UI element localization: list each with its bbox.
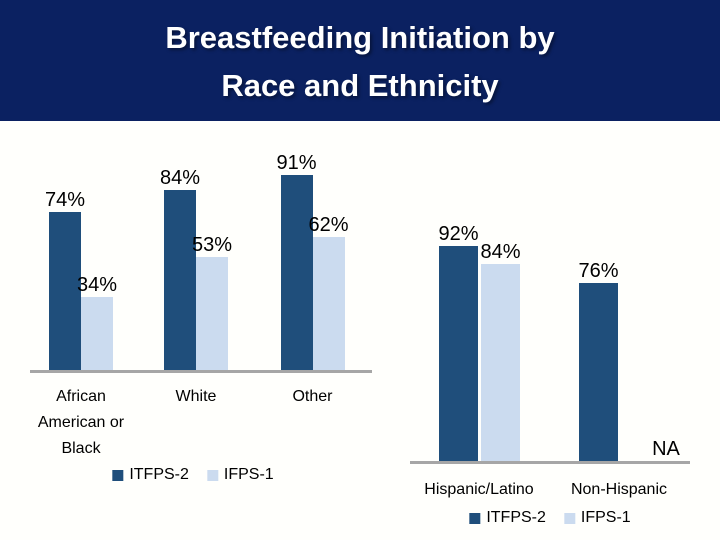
bar-ifps-1-white	[196, 256, 228, 370]
value-label-ifps-1-other: 62%	[308, 214, 349, 237]
value-label-ifps-1-white: 53%	[191, 233, 233, 256]
title-line-1: Breastfeeding Initiation by	[165, 20, 555, 55]
value-label-itfps-2-hispanic-latino: 92%	[438, 222, 479, 245]
category-label-hispanic-latino: Hispanic/Latino	[424, 481, 534, 498]
value-label-itfps-2-non-hispanic: 76%	[578, 260, 619, 283]
slide-header: Breastfeeding Initiation by Race and Ethn…	[0, 0, 720, 121]
legend-item-ifps-1: IFPS-1	[563, 509, 631, 527]
legend-label-ifps-1: IFPS-1	[223, 466, 274, 483]
category-label-white: White	[175, 388, 217, 405]
bar-ifps-1-hispanic-latino	[481, 264, 520, 461]
bar-itfps-2-non-hispanic	[579, 283, 618, 461]
bar-itfps-2-white	[164, 190, 196, 370]
legend-race-chart: ITFPS-2 IFPS-1	[112, 466, 274, 484]
bar-ifps-1-other	[312, 237, 345, 370]
bar-itfps-2-other	[280, 175, 313, 370]
legend-item-itfps-2: ITFPS-2	[112, 466, 189, 484]
category-label-african-american-or-black: African American or Black	[37, 388, 125, 457]
value-label-ifps-1-african-american-or-black: 34%	[76, 274, 118, 297]
value-label-na-ifps-1-non-hispanic: NA	[652, 438, 680, 460]
legend-swatch-itfps-2	[469, 512, 481, 524]
legend-swatch-itfps-2	[112, 469, 124, 481]
legend-swatch-ifps-1	[206, 469, 218, 481]
legend-ethnicity-chart: ITFPS-2 IFPS-1	[469, 509, 631, 527]
legend-item-itfps-2: ITFPS-2	[469, 509, 546, 527]
legend-label-itfps-2: ITFPS-2	[129, 466, 189, 483]
value-label-itfps-2-other: 91%	[276, 152, 317, 175]
value-label-itfps-2-white: 84%	[159, 167, 201, 190]
legend-item-ifps-1: IFPS-1	[206, 466, 274, 484]
bar-itfps-2-african-american-or-black	[49, 211, 81, 370]
bar-itfps-2-hispanic-latino	[439, 245, 478, 461]
title-line-2: Race and Ethnicity	[221, 68, 499, 103]
legend-label-itfps-2: ITFPS-2	[486, 509, 546, 526]
value-label-ifps-1-hispanic-latino: 84%	[480, 241, 521, 264]
x-axis-line	[30, 370, 372, 373]
legend-label-ifps-1: IFPS-1	[580, 509, 631, 526]
slide-title: Breastfeeding Initiation by Race and Ethn…	[0, 0, 720, 110]
legend-swatch-ifps-1	[563, 512, 575, 524]
category-label-other: Other	[292, 388, 333, 405]
value-label-itfps-2-african-american-or-black: 74%	[44, 188, 86, 211]
x-axis-line	[410, 461, 690, 464]
bar-ifps-1-african-american-or-black	[81, 297, 113, 370]
category-label-non-hispanic: Non-Hispanic	[570, 481, 668, 498]
